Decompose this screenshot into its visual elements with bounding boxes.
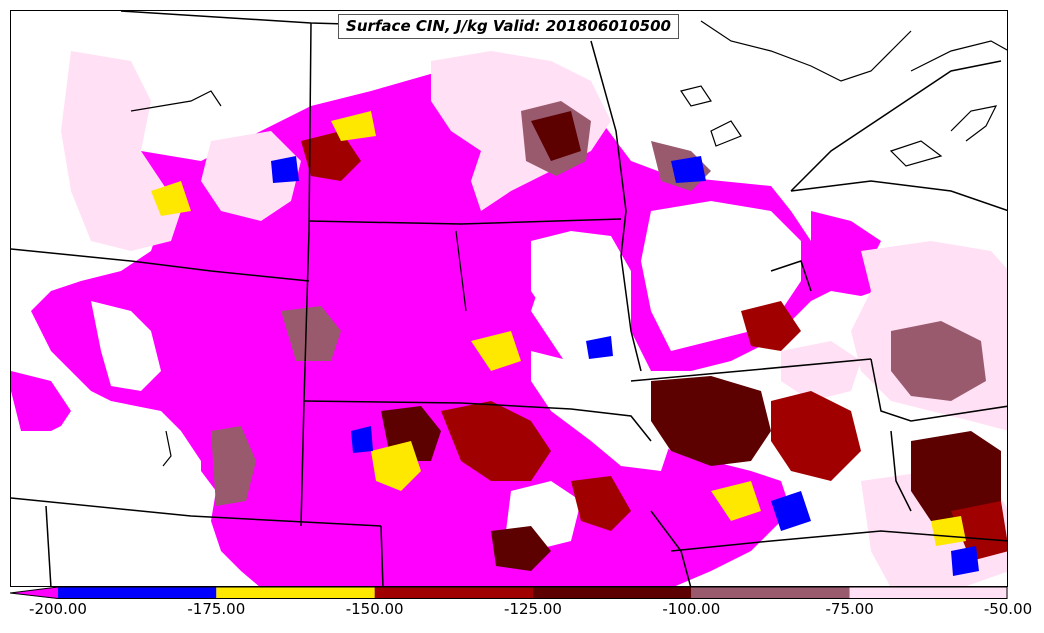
colorbar-bin — [691, 587, 850, 599]
cin-map — [11, 11, 1007, 586]
colorbar-tick-label: -100.00 — [662, 600, 721, 618]
cin-field-yellow — [151, 111, 966, 546]
colorbar-under-triangle — [10, 587, 58, 599]
map-title: Surface CIN, J/kg Valid: 201806010500 — [338, 14, 679, 39]
map-panel — [10, 10, 1008, 587]
colorbar-tick-label: -200.00 — [29, 600, 87, 618]
colorbar-tick-label: -75.00 — [825, 600, 874, 618]
colorbar-bin — [216, 587, 375, 599]
colorbar-tick-label: -175.00 — [187, 600, 246, 618]
colorbar-bin — [374, 587, 533, 599]
coastlines-lakes — [130, 20, 1007, 467]
colorbar-outline — [10, 587, 1008, 599]
colorbar-bin — [849, 587, 1008, 599]
colorbar-bin — [533, 587, 692, 599]
political-borders — [11, 11, 1007, 586]
colorbar-bin — [58, 587, 217, 599]
cin-field-blue — [271, 156, 979, 576]
colorbar-tick-label: -150.00 — [345, 600, 404, 618]
colorbar-tick-label: -125.00 — [504, 600, 562, 618]
colorbar-bins — [10, 587, 1008, 599]
cin-field-red — [301, 131, 1007, 561]
colorbar — [10, 587, 1008, 599]
cin-field-white — [11, 201, 801, 586]
colorbar-tick-label: -50.00 — [983, 600, 1033, 618]
